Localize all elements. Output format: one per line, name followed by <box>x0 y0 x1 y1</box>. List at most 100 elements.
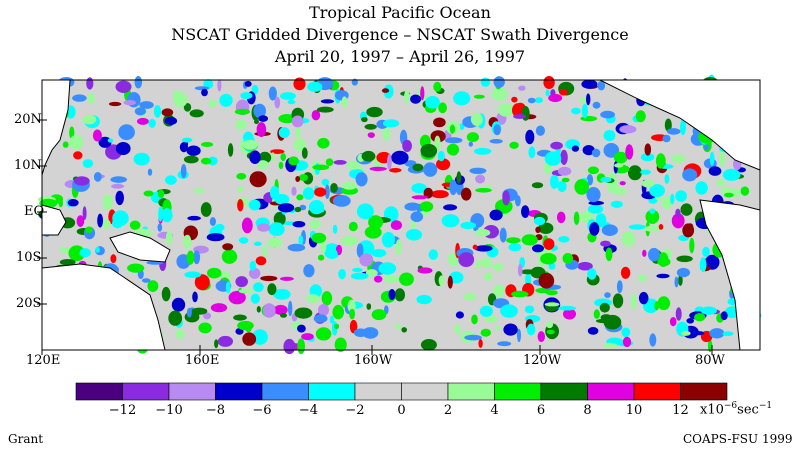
field-patch <box>475 174 486 184</box>
field-patch <box>612 293 624 309</box>
field-patch <box>183 103 192 112</box>
field-patch <box>297 324 306 333</box>
field-patch <box>589 222 600 236</box>
field-patch <box>127 263 145 273</box>
field-patch <box>499 227 507 243</box>
field-patch <box>72 94 87 102</box>
field-patch <box>248 199 261 211</box>
field-patch <box>168 310 183 326</box>
field-patch <box>681 330 691 336</box>
field-patch <box>279 92 296 100</box>
field-patch <box>476 259 481 270</box>
field-patch <box>479 305 493 317</box>
field-patch <box>497 103 514 117</box>
field-patch <box>368 215 384 230</box>
field-patch <box>593 309 600 319</box>
field-patch <box>249 150 261 164</box>
field-patch <box>709 328 725 339</box>
field-patch <box>76 215 85 228</box>
field-patch <box>491 87 508 101</box>
field-patch <box>381 88 390 93</box>
field-patch <box>331 249 338 258</box>
field-patch <box>147 280 159 292</box>
field-patch <box>208 99 217 108</box>
field-patch <box>694 313 706 322</box>
field-patch <box>635 110 646 123</box>
field-patch <box>58 198 63 208</box>
field-patch <box>268 86 277 101</box>
field-patch <box>352 267 363 273</box>
field-patch <box>356 203 374 220</box>
field-patch <box>702 246 710 257</box>
field-patch <box>309 219 321 229</box>
field-patch <box>184 311 200 323</box>
field-patch <box>361 116 368 123</box>
field-patch <box>134 76 143 89</box>
field-patch <box>613 151 628 164</box>
field-patch <box>544 302 560 307</box>
colorbar-tick-label: 2 <box>443 403 453 418</box>
field-patch <box>330 183 338 193</box>
field-patch <box>503 323 518 336</box>
field-patch <box>622 336 632 348</box>
field-patch <box>334 337 347 352</box>
colorbar-swatch <box>447 382 495 401</box>
field-patch <box>324 184 330 199</box>
field-patch <box>453 91 471 106</box>
field-patch <box>571 107 581 115</box>
field-patch <box>557 166 572 176</box>
field-patch <box>381 232 395 248</box>
field-patch <box>580 115 598 122</box>
field-patch <box>628 165 642 181</box>
field-patch <box>423 162 438 177</box>
field-patch <box>383 275 399 283</box>
field-patch <box>689 237 695 254</box>
field-patch <box>221 249 238 264</box>
field-patch <box>423 187 434 199</box>
field-patch <box>671 154 686 163</box>
field-patch <box>495 325 500 331</box>
field-patch <box>410 219 416 230</box>
divergence-field <box>38 74 762 355</box>
field-patch <box>273 304 288 315</box>
field-patch <box>556 211 566 224</box>
field-patch <box>267 283 277 296</box>
field-patch <box>493 284 505 297</box>
field-patch <box>374 275 383 283</box>
field-patch <box>189 109 204 118</box>
colorbar-swatch <box>401 382 449 401</box>
field-patch <box>537 331 545 343</box>
field-patch <box>301 147 308 159</box>
colorbar-swatch <box>587 382 635 401</box>
colorbar-tick-label: 10 <box>625 403 643 418</box>
field-patch <box>621 327 631 338</box>
field-patch <box>242 332 257 346</box>
field-patch <box>194 274 210 291</box>
field-patch <box>175 329 185 339</box>
field-patch <box>355 172 368 187</box>
field-patch <box>325 158 334 166</box>
field-patch <box>591 148 601 158</box>
field-patch <box>291 186 297 196</box>
colorbar-unit: x10−6sec−1 <box>700 401 773 418</box>
field-patch <box>458 252 475 267</box>
field-patch <box>295 125 301 138</box>
field-patch <box>518 85 526 91</box>
field-patch <box>545 89 550 97</box>
field-patch <box>238 288 254 294</box>
field-patch <box>449 179 458 196</box>
field-patch <box>62 141 69 148</box>
field-patch <box>543 76 555 89</box>
field-patch <box>682 223 695 238</box>
lon-label-120w: 120W <box>523 353 562 368</box>
field-patch <box>228 290 246 305</box>
field-patch <box>433 81 442 92</box>
field-patch <box>420 339 437 351</box>
field-patch <box>478 339 483 348</box>
field-patch <box>95 246 100 253</box>
field-patch <box>313 314 328 323</box>
field-patch <box>410 211 424 222</box>
field-patch <box>110 176 127 183</box>
field-patch <box>382 119 400 128</box>
